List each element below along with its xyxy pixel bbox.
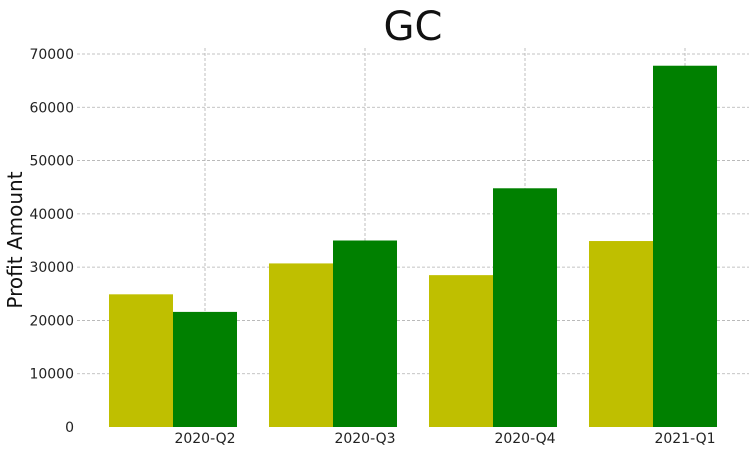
y-tick-label: 20000 xyxy=(29,313,74,329)
chart-title: GC xyxy=(384,4,443,50)
y-tick-label: 30000 xyxy=(29,260,74,276)
y-tick-label: 70000 xyxy=(29,47,74,63)
bar-series1-2020-Q3 xyxy=(269,263,333,427)
bar-series2-2020-Q2 xyxy=(173,311,237,427)
y-tick-label: 10000 xyxy=(29,367,74,383)
bar-series1-2021-Q1 xyxy=(589,241,653,427)
bars xyxy=(109,65,717,428)
y-tick-labels: 0 10000 20000 30000 40000 50000 60000 70000 xyxy=(29,47,74,436)
bar-series2-2020-Q3 xyxy=(333,240,397,427)
x-tick-label: 2021-Q1 xyxy=(654,431,715,447)
y-tick-label: 0 xyxy=(65,420,74,436)
x-tick-label: 2020-Q4 xyxy=(494,431,555,447)
y-tick-label: 40000 xyxy=(29,207,74,223)
bar-series2-2020-Q4 xyxy=(493,188,557,427)
x-tick-label: 2020-Q3 xyxy=(334,431,395,447)
x-tick-label: 2020-Q2 xyxy=(174,431,235,447)
y-tick-label: 60000 xyxy=(29,100,74,116)
y-axis-label: Profit Amount xyxy=(3,171,27,308)
y-tick-label: 50000 xyxy=(29,154,74,170)
bar-series1-2020-Q4 xyxy=(429,275,493,427)
bar-series2-2021-Q1 xyxy=(653,65,717,428)
x-tick-labels: 2020-Q2 2020-Q3 2020-Q4 2021-Q1 xyxy=(174,431,715,447)
bar-series1-2020-Q2 xyxy=(109,294,173,427)
